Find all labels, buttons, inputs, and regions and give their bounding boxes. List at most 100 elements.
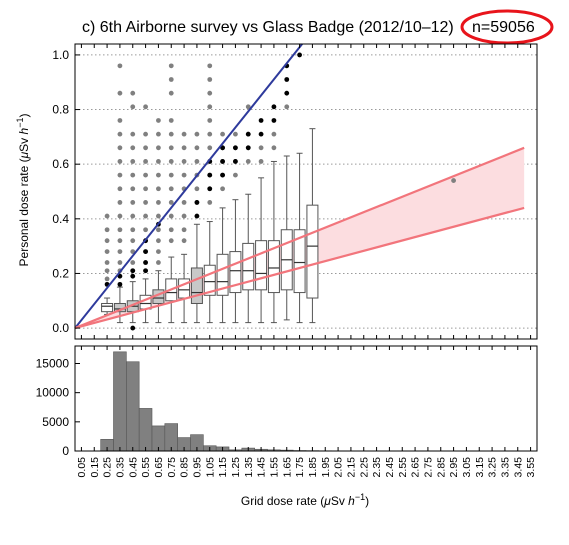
outlier-point [156, 249, 161, 254]
y-tick-label: 1.0 [52, 48, 69, 62]
outlier-point [104, 260, 110, 265]
outlier-point [130, 325, 136, 331]
outliers-gray [104, 63, 456, 282]
outlier-point [104, 268, 110, 274]
x-tick-label: 2.45 [384, 457, 396, 478]
x-tick-label: 0.75 [166, 457, 178, 478]
top-x-ticks [80, 44, 532, 339]
outlier-point [194, 200, 200, 205]
outlier-point [271, 118, 277, 123]
box [267, 240, 280, 294]
outlier-point [130, 227, 136, 233]
box [255, 240, 268, 291]
outlier-point [117, 200, 123, 205]
sample-count-label: n=59056 [472, 19, 535, 36]
box [242, 242, 255, 291]
outlier-point [181, 238, 187, 244]
histogram-bar [113, 351, 127, 452]
outlier-point [168, 77, 174, 82]
outlier-point [104, 249, 110, 254]
x-tick-label: 3.25 [487, 457, 499, 478]
outlier-point [130, 268, 136, 274]
outlier-point [181, 131, 187, 137]
outlier-point [168, 159, 174, 164]
outlier-point [104, 238, 110, 244]
outlier-point [143, 213, 148, 219]
y-tick-label: 5000 [42, 415, 69, 429]
outlier-point [168, 213, 174, 219]
outlier-point [258, 131, 264, 137]
outlier-point [168, 118, 174, 123]
x-tick-label: 3.35 [499, 457, 511, 478]
outlier-point [271, 145, 277, 151]
x-tick-label: 0.05 [76, 457, 88, 478]
outlier-point [245, 145, 251, 151]
x-tick-label: 0.85 [179, 457, 191, 478]
outlier-point [117, 131, 123, 137]
outlier-point [168, 200, 174, 205]
chart-title: c) 6th Airborne survey vs Glass Badge (2… [82, 19, 454, 36]
x-tick-label: 2.35 [371, 457, 383, 478]
box [203, 264, 216, 296]
box [190, 267, 203, 304]
highlight-circle [460, 9, 554, 45]
outlier-point [194, 186, 200, 192]
x-tick-label: 1.55 [268, 457, 280, 478]
bottom-y-ticks: 0 5000 10000 15000 [36, 357, 80, 458]
outlier-point [207, 63, 213, 69]
histogram-bar [164, 423, 178, 452]
x-tick-label: 2.25 [358, 457, 370, 478]
outlier-point [156, 118, 161, 123]
box [229, 251, 242, 294]
outlier-point [451, 178, 456, 183]
outlier-point [181, 145, 187, 151]
outlier-point [143, 186, 148, 192]
x-tick-label: 0.95 [191, 457, 203, 478]
histogram-bar [138, 408, 153, 452]
x-tick-label: 1.75 [294, 457, 306, 478]
outlier-point [156, 200, 161, 205]
outlier-point [130, 131, 136, 137]
outlier-point [233, 131, 238, 137]
outlier-point [271, 104, 277, 110]
outlier-point [156, 172, 161, 178]
box [306, 204, 319, 299]
outlier-point [245, 104, 251, 110]
x-tick-label: 2.85 [435, 457, 447, 478]
x-tick-label: 1.25 [230, 457, 242, 478]
x-tick-label: 2.65 [410, 457, 422, 478]
outlier-point [143, 104, 148, 110]
outlier-point [194, 213, 200, 219]
x-tick-label: 3.45 [512, 457, 524, 478]
outlier-point [258, 145, 264, 151]
y-tick-label: 0.8 [52, 103, 69, 117]
outlier-point [258, 159, 264, 164]
x-tick-label: 1.95 [320, 457, 332, 478]
outlier-point [104, 276, 110, 282]
outlier-point [143, 227, 148, 233]
outlier-point [143, 172, 148, 178]
outlier-point [117, 281, 123, 287]
outlier-point [143, 249, 148, 254]
top-panel-frame [74, 43, 538, 340]
outlier-point [117, 186, 123, 192]
outlier-point [297, 52, 302, 58]
outlier-point [130, 260, 136, 265]
outlier-point [207, 131, 213, 137]
outlier-point [117, 63, 123, 69]
outlier-point [220, 159, 225, 164]
box [101, 302, 114, 313]
outlier-point [143, 268, 148, 274]
outlier-point [143, 200, 148, 205]
outlier-point [117, 213, 123, 219]
outlier-point [117, 159, 123, 164]
x-tick-label: 0.45 [127, 457, 139, 478]
outlier-point [130, 186, 136, 192]
outlier-point [233, 145, 238, 151]
outlier-point [168, 63, 174, 69]
outlier-point [233, 172, 238, 178]
outlier-point [130, 213, 136, 219]
outlier-point [117, 238, 123, 244]
x-axis-label: Grid dose rate (μSv h−1) [241, 492, 369, 508]
